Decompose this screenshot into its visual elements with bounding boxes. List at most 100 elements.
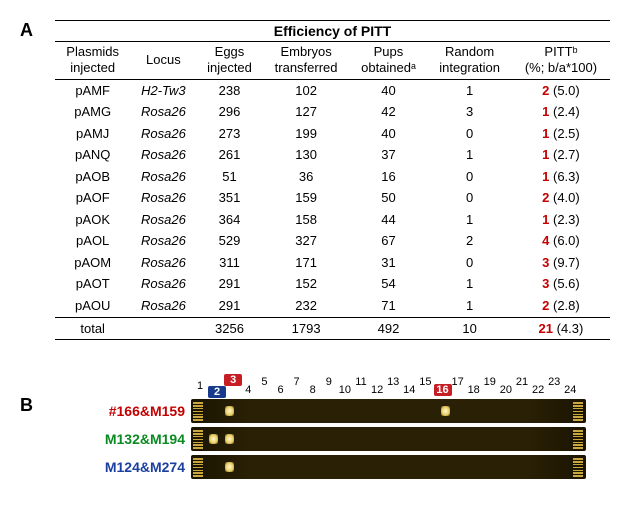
gel-lane-image	[191, 399, 586, 423]
cell: 273	[196, 123, 262, 145]
gel-row: #166&M159	[55, 398, 610, 424]
panel-label-a: A	[20, 20, 33, 41]
pitt-cell: 3 (9.7)	[512, 252, 610, 274]
pitt-cell: 3 (5.6)	[512, 273, 610, 295]
cell: 3256	[196, 317, 262, 340]
table-row: pAOMRosa263111713103 (9.7)	[55, 252, 610, 274]
cell: 311	[196, 252, 262, 274]
pitt-cell: 1 (2.7)	[512, 144, 610, 166]
lane-number: 14	[401, 384, 417, 396]
lane-number: 21	[514, 376, 530, 388]
lane-number: 6	[273, 384, 289, 396]
cell: 1	[427, 79, 512, 101]
pitt-cell: 2 (2.8)	[512, 295, 610, 317]
cell: 127	[263, 101, 350, 123]
gel-band	[209, 434, 218, 444]
gel-row: M132&M194	[55, 426, 610, 452]
lane-number: 24	[562, 384, 578, 396]
cell: pAMG	[55, 101, 130, 123]
lane-number: 17	[450, 376, 466, 388]
cell: 44	[350, 209, 428, 231]
lane-number: 20	[498, 384, 514, 396]
column-header: Plasmidsinjected	[55, 42, 130, 79]
table-row: pAOURosa262912327112 (2.8)	[55, 295, 610, 317]
lane-number: 4	[240, 384, 256, 396]
gel-band	[225, 434, 234, 444]
cell: 40	[350, 79, 428, 101]
lane-number: 1	[192, 380, 208, 392]
cell: 102	[263, 79, 350, 101]
cell: 1	[427, 295, 512, 317]
cell: 159	[263, 187, 350, 209]
lane-number: 13	[385, 376, 401, 388]
cell: pANQ	[55, 144, 130, 166]
cell: 16	[350, 166, 428, 188]
lane-number: 11	[353, 376, 369, 388]
lane-number: 23	[546, 376, 562, 388]
cell: 351	[196, 187, 262, 209]
cell: 31	[350, 252, 428, 274]
cell: Rosa26	[130, 273, 196, 295]
table-row: pAOLRosa265293276724 (6.0)	[55, 230, 610, 252]
cell: 0	[427, 252, 512, 274]
cell: pAOT	[55, 273, 130, 295]
table-row: pAMJRosa262731994001 (2.5)	[55, 123, 610, 145]
cell: Rosa26	[130, 187, 196, 209]
cell: pAOM	[55, 252, 130, 274]
cell: Rosa26	[130, 144, 196, 166]
cell: H2-Tw3	[130, 79, 196, 101]
cell: 1	[427, 273, 512, 295]
cell: pAOB	[55, 166, 130, 188]
cell: 0	[427, 123, 512, 145]
gel-band	[225, 406, 234, 416]
lane-number: 15	[417, 376, 433, 388]
cell: 158	[263, 209, 350, 231]
cell: Rosa26	[130, 166, 196, 188]
cell: Rosa26	[130, 252, 196, 274]
panel-label-b: B	[20, 395, 33, 416]
cell: pAOL	[55, 230, 130, 252]
cell: 40	[350, 123, 428, 145]
lane-number: 10	[337, 384, 353, 396]
cell: 3	[427, 101, 512, 123]
cell: 42	[350, 101, 428, 123]
cell: 529	[196, 230, 262, 252]
probe-label: M124&M274	[55, 459, 191, 475]
cell: 0	[427, 187, 512, 209]
pitt-cell-total: 21 (4.3)	[512, 317, 610, 340]
cell: pAOF	[55, 187, 130, 209]
cell: 364	[196, 209, 262, 231]
probe-label: #166&M159	[55, 403, 191, 419]
table-title: Efficiency of PITT	[55, 20, 610, 42]
cell: 2	[427, 230, 512, 252]
cell: pAOU	[55, 295, 130, 317]
column-header: PITTᵇ(%; b/a*100)	[512, 42, 610, 79]
cell: pAMF	[55, 79, 130, 101]
cell: 1	[427, 209, 512, 231]
pitt-cell: 2 (4.0)	[512, 187, 610, 209]
lane-number: 22	[530, 384, 546, 396]
gel-lane-image	[191, 455, 586, 479]
lane-number: 19	[482, 376, 498, 388]
table-row: pAMGRosa262961274231 (2.4)	[55, 101, 610, 123]
cell: 54	[350, 273, 428, 295]
cell: 238	[196, 79, 262, 101]
cell: 296	[196, 101, 262, 123]
table-row: pANQRosa262611303711 (2.7)	[55, 144, 610, 166]
pitt-cell: 2 (5.0)	[512, 79, 610, 101]
cell: 291	[196, 295, 262, 317]
cell: 1793	[263, 317, 350, 340]
pitt-cell: 1 (2.4)	[512, 101, 610, 123]
pitt-cell: 1 (6.3)	[512, 166, 610, 188]
cell: pAOK	[55, 209, 130, 231]
cell: 152	[263, 273, 350, 295]
table-row: pAOFRosa263511595002 (4.0)	[55, 187, 610, 209]
probe-label: M132&M194	[55, 431, 191, 447]
gel-panel: 123456789101112131415161718192021222324 …	[55, 370, 610, 480]
column-header: Randomintegration	[427, 42, 512, 79]
cell: 199	[263, 123, 350, 145]
cell: 51	[196, 166, 262, 188]
cell: 261	[196, 144, 262, 166]
lane-number: 7	[289, 376, 305, 388]
pitt-cell: 1 (2.5)	[512, 123, 610, 145]
